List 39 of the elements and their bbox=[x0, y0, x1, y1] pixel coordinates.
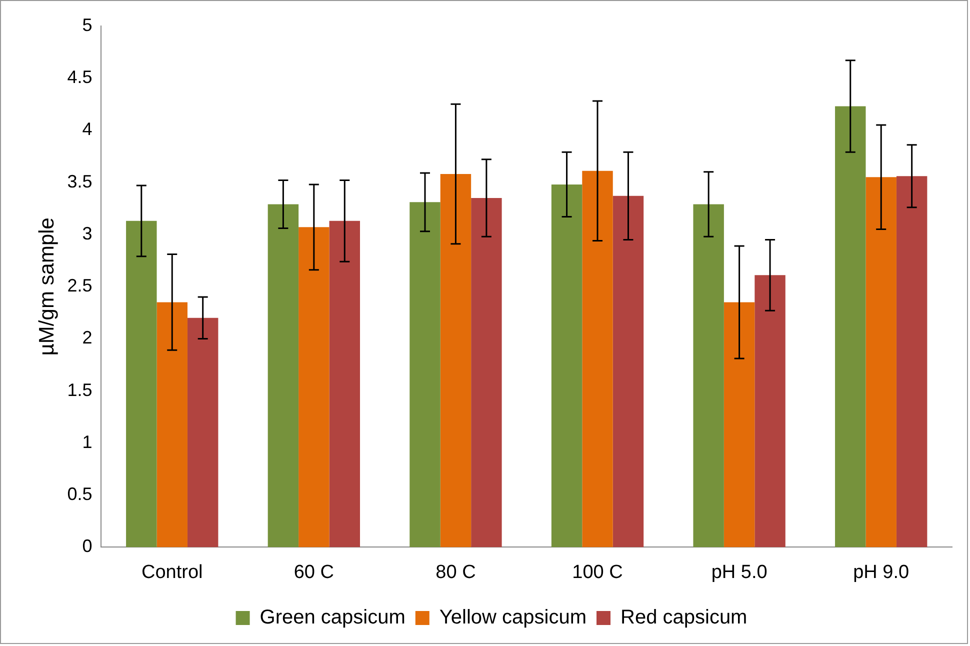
bar bbox=[724, 302, 755, 548]
legend-label: Green capsicum bbox=[260, 606, 406, 629]
y-tick-label: 4.5 bbox=[67, 67, 92, 88]
bar bbox=[693, 204, 724, 548]
bar bbox=[754, 275, 786, 548]
bar bbox=[410, 202, 440, 548]
x-tick-label: pH 9.0 bbox=[853, 562, 910, 583]
y-tick-label: 5 bbox=[82, 14, 92, 35]
y-tick-label: 0.5 bbox=[67, 484, 92, 504]
x-tick-label: 100 C bbox=[572, 562, 623, 583]
y-tick-label: 0 bbox=[82, 536, 92, 556]
x-tick-label: 80 C bbox=[436, 562, 476, 583]
bar bbox=[298, 227, 330, 548]
bar bbox=[156, 302, 188, 548]
y-tick-label: 2 bbox=[82, 328, 92, 348]
x-tick-label: 60 C bbox=[294, 562, 334, 583]
x-tick-label: pH 5.0 bbox=[711, 562, 768, 583]
bar bbox=[612, 196, 644, 548]
bar bbox=[471, 198, 502, 548]
legend-label: Red capsicum bbox=[620, 606, 748, 629]
bar bbox=[187, 318, 218, 548]
bar bbox=[835, 106, 866, 548]
y-tick-label: 2.5 bbox=[67, 276, 92, 296]
y-axis-title: µM/gm sample bbox=[35, 218, 58, 356]
bar bbox=[268, 204, 299, 548]
legend-label: Yellow capsicum bbox=[439, 606, 587, 629]
x-tick-label: Control bbox=[141, 562, 203, 583]
bar bbox=[440, 174, 472, 548]
y-tick-label: 3.5 bbox=[67, 171, 92, 192]
bar bbox=[329, 220, 360, 548]
y-tick-label: 4 bbox=[82, 119, 92, 140]
bar bbox=[866, 177, 896, 548]
bar bbox=[126, 220, 157, 548]
bar bbox=[896, 176, 928, 548]
y-tick-label: 3 bbox=[82, 223, 92, 244]
y-tick-label: 1 bbox=[82, 432, 92, 452]
bar bbox=[582, 170, 613, 548]
bar bbox=[551, 184, 582, 548]
y-tick-label: 1.5 bbox=[67, 380, 92, 400]
